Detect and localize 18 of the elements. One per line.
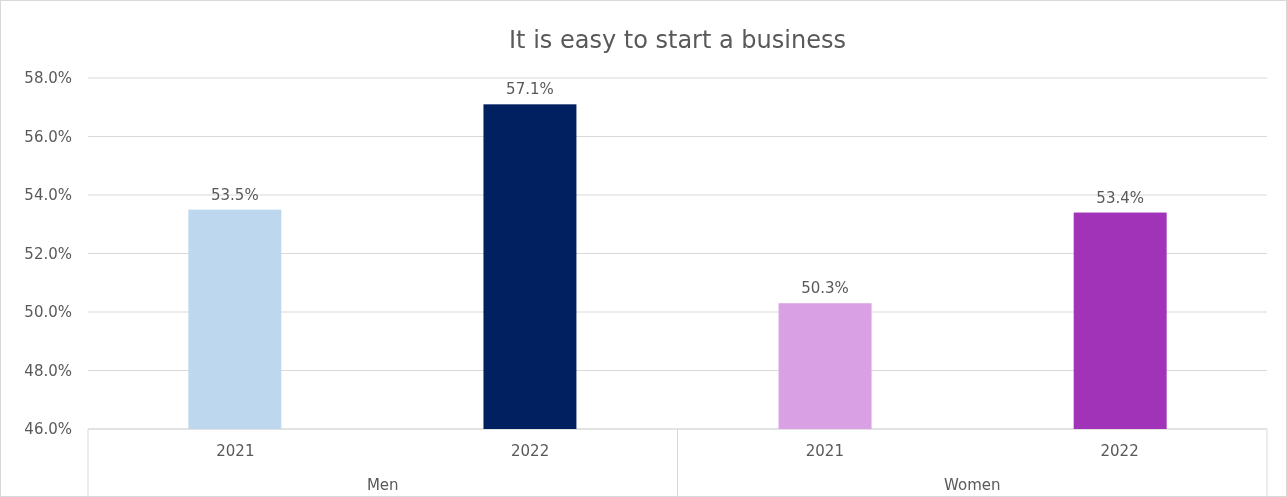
x-tick-label: 2021 [216, 442, 255, 460]
x-tick-label: 2022 [1100, 442, 1139, 460]
chart-title: It is easy to start a business [509, 26, 846, 54]
y-tick-label: 46.0% [24, 420, 72, 438]
data-label: 57.1% [506, 80, 554, 99]
y-tick-label: 50.0% [24, 303, 72, 321]
y-tick-label: 56.0% [24, 127, 72, 146]
data-label: 53.4% [1096, 188, 1145, 207]
y-tick-label: 54.0% [24, 186, 72, 204]
text: Women [944, 476, 1001, 494]
y-tick-label: 48.0% [24, 361, 72, 380]
data-label: 50.3% [801, 279, 849, 298]
x-tick-label: 2022 [511, 442, 550, 460]
text: Men [366, 476, 399, 494]
data-label: 53.5% [210, 185, 259, 204]
y-tick-label: 52.0% [24, 244, 72, 263]
x-tick-label: 2021 [805, 442, 844, 460]
y-tick-label: 58.0% [24, 69, 72, 87]
